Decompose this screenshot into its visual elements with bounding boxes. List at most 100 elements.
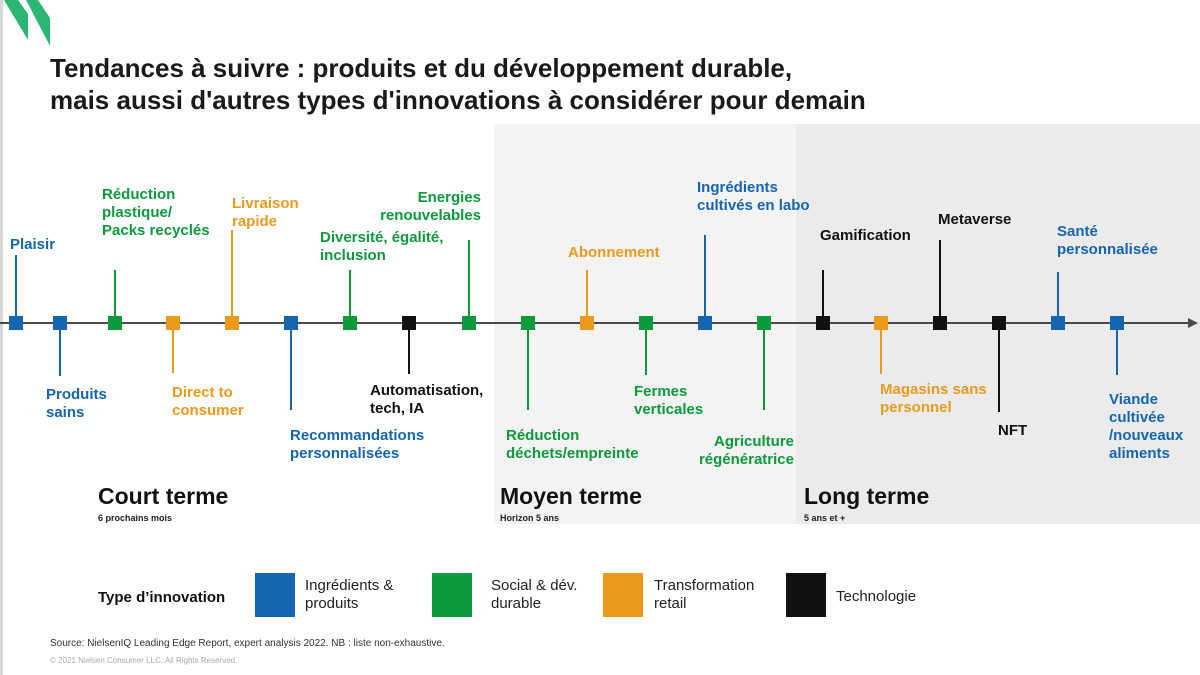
legend-title: Type d’innovation — [98, 589, 226, 606]
trend-direct-to-consumer-label: Direct to consumer — [172, 384, 244, 420]
trend-gamification-stem — [822, 270, 824, 323]
period-moyen-terme-label: Moyen terme — [500, 483, 642, 509]
trend-gamification-label-line: Gamification — [820, 227, 911, 244]
trend-plaisir-label-line: Plaisir — [10, 236, 56, 253]
trend-magasins-label-line: Magasins sans — [880, 381, 987, 398]
trend-energies-label: Energies renouvelables — [380, 189, 481, 225]
trend-magasins-label: Magasins sans personnel — [880, 381, 987, 417]
trend-direct-to-consumer-label-line: Direct to — [172, 384, 233, 401]
legend-swatch-social — [432, 573, 472, 617]
trend-recommandations-marker — [284, 316, 298, 330]
trend-recommandations-label: Recommandations personnalisées — [290, 427, 424, 463]
trend-livraison-rapide-label-line: rapide — [232, 213, 278, 230]
trend-livraison-rapide-stem — [231, 230, 233, 323]
source-note: Source: NielsenIQ Leading Edge Report, e… — [50, 638, 445, 649]
trend-direct-to-consumer-stem — [172, 323, 174, 373]
trend-viande-label-line: Viande — [1109, 391, 1158, 408]
trend-viande-stem — [1116, 323, 1118, 375]
trend-metaverse-stem — [939, 240, 941, 323]
trend-diversite-label-line: Diversité, égalité, — [320, 229, 444, 246]
trend-viande-label-line: aliments — [1109, 445, 1170, 462]
trend-magasins-stem — [880, 323, 882, 374]
trend-energies-label-line: renouvelables — [380, 207, 481, 224]
trend-sante-stem — [1057, 272, 1059, 323]
trend-nft-marker — [992, 316, 1006, 330]
legend-label-line: durable — [491, 595, 542, 612]
trend-automatisation-label-line: tech, IA — [370, 400, 425, 417]
trend-fermes-verticales-stem — [645, 323, 647, 375]
trend-viande-label-line: /nouveaux — [1109, 427, 1184, 444]
trend-agriculture-marker — [757, 316, 771, 330]
legend-label-social: Social & dév. durable — [491, 577, 577, 613]
trend-magasins-marker — [874, 316, 888, 330]
legend-label-ingredients: Ingrédients & produits — [305, 577, 393, 613]
trend-ingredients-labo-marker — [698, 316, 712, 330]
trend-diversite-label-line: inclusion — [320, 247, 386, 264]
trend-sante-label-line: Santé — [1057, 223, 1098, 240]
legend-label-line: Transformation — [654, 577, 755, 594]
trend-ingredients-labo-stem — [704, 235, 706, 323]
slide-title: Tendances à suivre : produits et du déve… — [50, 52, 866, 116]
trend-livraison-rapide-marker — [225, 316, 239, 330]
trend-gamification-marker — [816, 316, 830, 330]
trend-plaisir-stem — [15, 255, 17, 323]
trend-recommandations-label-line: personnalisées — [290, 445, 400, 462]
trend-agriculture-stem — [763, 323, 765, 410]
trend-livraison-rapide-label-line: Livraison — [232, 195, 299, 212]
trend-sante-label: Santé personnalisée — [1057, 223, 1158, 259]
trend-reduction-dechets-stem — [527, 323, 529, 410]
trend-fermes-verticales-label-line: Fermes — [634, 383, 688, 400]
trend-direct-to-consumer-label-line: consumer — [172, 402, 244, 419]
trend-produits-sains-label-line: sains — [46, 404, 85, 421]
timeline-axis — [0, 322, 1190, 324]
legend-label-line: produits — [305, 595, 359, 612]
period-court-terme-label: Court terme — [98, 483, 229, 509]
trend-reduction-plastique-label: Réduction plastique/Packs recyclés — [102, 186, 210, 240]
trend-sante-marker — [1051, 316, 1065, 330]
legend-label-line: retail — [654, 595, 687, 612]
trend-sante-label-line: personnalisée — [1057, 241, 1158, 258]
trend-nft-stem — [998, 323, 1000, 412]
legend-swatch-ingredients — [255, 573, 295, 617]
legend-label-line: Ingrédients & — [305, 577, 394, 594]
trend-abonnement-stem — [586, 270, 588, 323]
trend-plaisir-label: Plaisir — [10, 236, 55, 254]
trend-reduction-plastique-marker — [108, 316, 122, 330]
trend-nft-label-line: NFT — [998, 422, 1028, 439]
nielseniq-logo-icon — [4, 0, 50, 46]
trend-direct-to-consumer-marker — [166, 316, 180, 330]
trend-reduction-dechets-label: Réduction déchets/empreinte — [506, 427, 639, 463]
copyright-note: © 2021 Nielsen Consumer LLC. All Rights … — [50, 656, 238, 665]
trend-ingredients-labo-label: Ingrédients cultivés en labo — [697, 179, 810, 215]
trend-agriculture-label-line: régénératrice — [698, 451, 794, 468]
trend-agriculture-label: Agriculture régénératrice — [699, 433, 794, 469]
trend-energies-label-line: Energies — [417, 189, 481, 206]
trend-produits-sains-label-line: Produits — [46, 386, 107, 403]
trend-produits-sains-stem — [59, 323, 61, 376]
legend-swatch-retail — [603, 573, 643, 617]
trend-recommandations-label-line: Recommandations — [290, 427, 425, 444]
legend-label-line: Social & dév. — [491, 577, 578, 594]
trend-reduction-dechets-label-line: Réduction — [506, 427, 580, 444]
trend-metaverse-marker — [933, 316, 947, 330]
trend-abonnement-label-line: Abonnement — [568, 244, 660, 261]
title-line-2: mais aussi d'autres types d'innovations … — [50, 85, 866, 115]
period-court-terme-sub: 6 prochains mois — [98, 513, 173, 523]
trend-abonnement-label: Abonnement — [568, 244, 660, 262]
trend-reduction-dechets-marker — [521, 316, 535, 330]
trend-metaverse-label-line: Metaverse — [938, 211, 1012, 228]
trend-automatisation-label: Automatisation, tech, IA — [370, 382, 483, 418]
trend-nft-label: NFT — [998, 422, 1027, 440]
period-long-terme-label: Long terme — [804, 483, 930, 509]
trend-gamification-label: Gamification — [820, 227, 911, 245]
timeline-arrow-icon — [1188, 318, 1198, 328]
trend-livraison-rapide-label: Livraison rapide — [232, 195, 299, 231]
trend-energies-marker — [462, 316, 476, 330]
trend-fermes-verticales-marker — [639, 316, 653, 330]
trend-diversite-stem — [349, 270, 351, 323]
trend-recommandations-stem — [290, 323, 292, 410]
trend-produits-sains-marker — [53, 316, 67, 330]
trend-energies-stem — [468, 240, 470, 323]
trend-ingredients-labo-label-line: cultivés en labo — [697, 197, 810, 214]
trend-viande-marker — [1110, 316, 1124, 330]
